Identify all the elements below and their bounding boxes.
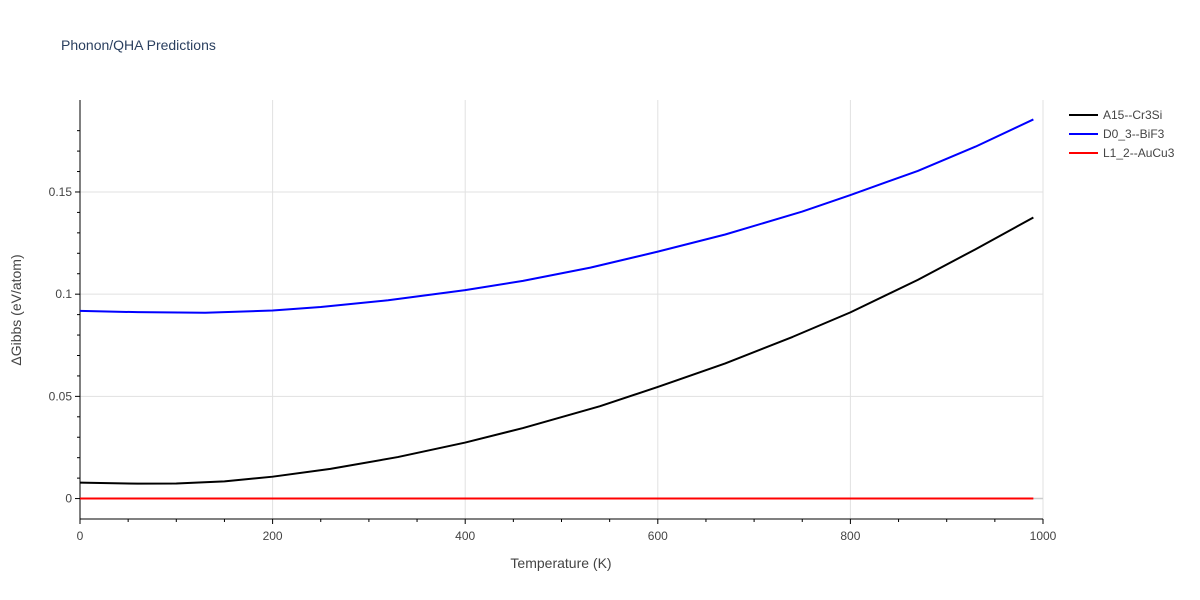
x-tick-label: 200 [263,529,283,543]
y-tick-label: 0.1 [55,287,72,301]
x-tick-label: 800 [840,529,860,543]
series-line-d0-3-bif3 [79,118,1034,314]
legend-label: L1_2--AuCu3 [1103,146,1175,160]
chart-title: Phonon/QHA Predictions [61,37,216,53]
y-tick-label: 0 [65,492,72,506]
series-line-a15-cr3si [79,216,1034,485]
series-lines [79,118,1034,500]
legend-label: D0_3--BiF3 [1103,127,1165,141]
y-axis-ticks: 0 0.05 0.1 0.15 [49,185,73,506]
legend[interactable]: A15--Cr3Si D0_3--BiF3 L1_2--AuCu3 [1069,108,1175,160]
y-tick-label: 0.15 [49,185,73,199]
x-tick-label: 0 [77,529,84,543]
x-tick-label: 400 [455,529,475,543]
x-axis-title: Temperature (K) [510,555,611,571]
y-axis-title: ΔGibbs (eV/atom) [8,254,24,365]
legend-item[interactable]: D0_3--BiF3 [1069,127,1165,141]
y-tick-label: 0.05 [49,389,73,403]
legend-label: A15--Cr3Si [1103,108,1162,122]
axes [75,100,1044,524]
legend-item[interactable]: A15--Cr3Si [1069,108,1162,122]
legend-item[interactable]: L1_2--AuCu3 [1069,146,1175,160]
x-tick-label: 600 [648,529,668,543]
x-tick-label: 1000 [1030,529,1057,543]
x-axis-ticks: 0 200 400 600 800 1000 [77,529,1057,543]
